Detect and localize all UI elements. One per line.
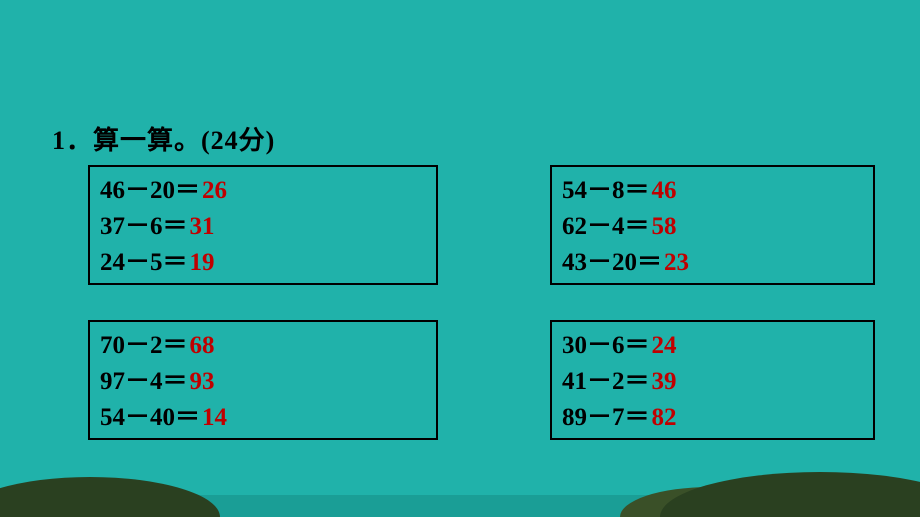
expression: 43－20＝ — [562, 245, 662, 281]
answer: 93 — [190, 364, 215, 400]
problem-row: 54－40＝ 14 — [100, 400, 426, 436]
answer: 82 — [652, 400, 677, 436]
answer: 39 — [652, 364, 677, 400]
problem-row: 24－5＝ 19 — [100, 245, 426, 281]
expression: 70－2＝ — [100, 328, 188, 364]
problem-row: 46－20＝ 26 — [100, 173, 426, 209]
answer: 46 — [652, 173, 677, 209]
problem-row: 62－4＝ 58 — [562, 209, 863, 245]
expression: 97－4＝ — [100, 364, 188, 400]
problem-row: 54－8＝ 46 — [562, 173, 863, 209]
expression: 62－4＝ — [562, 209, 650, 245]
problem-row: 70－2＝ 68 — [100, 328, 426, 364]
problem-row: 97－4＝ 93 — [100, 364, 426, 400]
expression: 46－20＝ — [100, 173, 200, 209]
answer: 23 — [664, 245, 689, 281]
expression: 41－2＝ — [562, 364, 650, 400]
expression: 89－7＝ — [562, 400, 650, 436]
problem-row: 89－7＝ 82 — [562, 400, 863, 436]
answer: 24 — [652, 328, 677, 364]
problem-box-bottom-left: 70－2＝ 68 97－4＝ 93 54－40＝ 14 — [88, 320, 438, 440]
expression: 37－6＝ — [100, 209, 188, 245]
problem-row: 43－20＝ 23 — [562, 245, 863, 281]
expression: 24－5＝ — [100, 245, 188, 281]
answer: 31 — [190, 209, 215, 245]
answer: 14 — [202, 400, 227, 436]
answer: 26 — [202, 173, 227, 209]
problem-box-bottom-right: 30－6＝ 24 41－2＝ 39 89－7＝ 82 — [550, 320, 875, 440]
expression: 30－6＝ — [562, 328, 650, 364]
problem-box-top-left: 46－20＝ 26 37－6＝ 31 24－5＝ 19 — [88, 165, 438, 285]
problem-row: 30－6＝ 24 — [562, 328, 863, 364]
answer: 58 — [652, 209, 677, 245]
problem-row: 37－6＝ 31 — [100, 209, 426, 245]
answer: 19 — [190, 245, 215, 281]
problem-box-top-right: 54－8＝ 46 62－4＝ 58 43－20＝ 23 — [550, 165, 875, 285]
footer-decoration-hill — [660, 472, 920, 517]
problem-row: 41－2＝ 39 — [562, 364, 863, 400]
question-title: 1．算一算。(24分) — [52, 120, 275, 157]
expression: 54－40＝ — [100, 400, 200, 436]
answer: 68 — [190, 328, 215, 364]
footer-decoration-hill — [0, 477, 220, 517]
expression: 54－8＝ — [562, 173, 650, 209]
